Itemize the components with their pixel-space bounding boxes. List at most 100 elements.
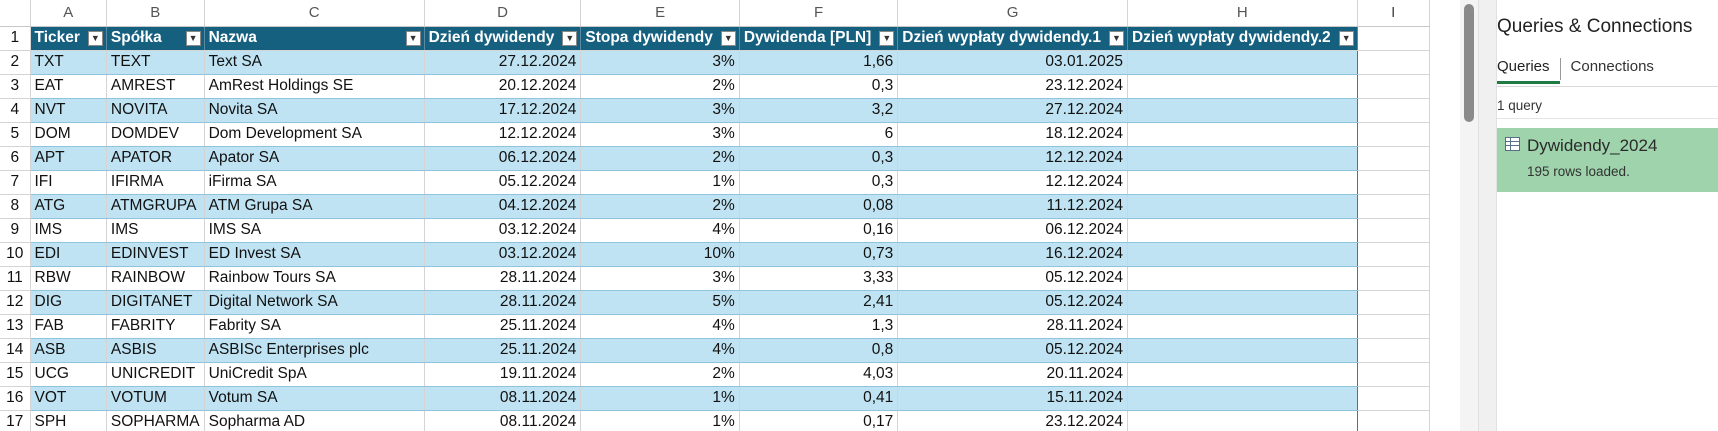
cell-spolka[interactable]: AMREST [106,74,205,99]
pane-splitter[interactable] [1478,0,1497,431]
cell-nazwa[interactable]: ATM Grupa SA [204,194,425,219]
cell-dzien[interactable]: 28.11.2024 [424,266,582,291]
cell-ticker[interactable]: APT [30,146,107,171]
cell-wyp2[interactable] [1127,146,1358,171]
scrollbar-thumb[interactable] [1464,4,1474,122]
cell-wyp2[interactable] [1127,386,1358,411]
empty-cell[interactable] [1357,170,1430,195]
cell-nazwa[interactable]: Text SA [204,50,425,75]
cell-dyw[interactable]: 3,33 [739,266,899,291]
filter-dropdown-icon[interactable]: ▼ [879,30,895,46]
cell-dzien[interactable]: 19.11.2024 [424,362,582,387]
row-number[interactable]: 15 [0,362,31,387]
cell-dyw[interactable]: 0,17 [739,410,899,431]
cell-dyw[interactable]: 1,3 [739,314,899,339]
column-header-g[interactable]: G [897,0,1128,27]
empty-cell[interactable] [1357,194,1430,219]
cell-stopa[interactable]: 10% [580,242,740,267]
empty-cell[interactable] [1357,338,1430,363]
cell-ticker[interactable]: NVT [30,98,107,123]
row-number[interactable]: 7 [0,170,31,195]
cell-wyp2[interactable] [1127,170,1358,195]
cell-dzien[interactable]: 03.12.2024 [424,242,582,267]
filter-dropdown-icon[interactable]: ▼ [720,30,736,46]
row-number[interactable]: 12 [0,290,31,315]
cell-nazwa[interactable]: Rainbow Tours SA [204,266,425,291]
column-header-c[interactable]: C [204,0,425,27]
cell-dzien[interactable]: 25.11.2024 [424,314,582,339]
cell-wyp2[interactable] [1127,74,1358,99]
cell-ticker[interactable]: IMS [30,218,107,243]
cell-dyw[interactable]: 0,8 [739,338,899,363]
row-number[interactable]: 10 [0,242,31,267]
table-header-cell[interactable]: Stopa dywidendy ▼ [580,26,740,51]
cell-nazwa[interactable]: IMS SA [204,218,425,243]
cell-spolka[interactable]: EDINVEST [106,242,205,267]
cell-dyw[interactable]: 0,3 [739,170,899,195]
empty-cell[interactable] [1357,242,1430,267]
cell-wyp1[interactable]: 03.01.2025 [897,50,1128,75]
cell-stopa[interactable]: 4% [580,314,740,339]
row-number[interactable]: 4 [0,98,31,123]
cell-spolka[interactable]: TEXT [106,50,205,75]
cell-nazwa[interactable]: ASBISc Enterprises plc [204,338,425,363]
cell-dzien[interactable]: 27.12.2024 [424,50,582,75]
cell-spolka[interactable]: SOPHARMA [106,410,205,431]
cell-dyw[interactable]: 0,41 [739,386,899,411]
row-number[interactable]: 6 [0,146,31,171]
cell-dzien[interactable]: 25.11.2024 [424,338,582,363]
cell-wyp1[interactable]: 20.11.2024 [897,362,1128,387]
cell-nazwa[interactable]: UniCredit SpA [204,362,425,387]
cell-dzien[interactable]: 08.11.2024 [424,386,582,411]
row-number[interactable]: 13 [0,314,31,339]
cell-spolka[interactable]: VOTUM [106,386,205,411]
cell-spolka[interactable]: DIGITANET [106,290,205,315]
column-header-h[interactable]: H [1127,0,1358,27]
empty-cell[interactable] [1357,26,1430,51]
tab-connections[interactable]: Connections [1570,58,1654,75]
row-number[interactable]: 9 [0,218,31,243]
cell-stopa[interactable]: 2% [580,362,740,387]
cell-wyp2[interactable] [1127,242,1358,267]
row-number[interactable]: 11 [0,266,31,291]
table-header-cell[interactable]: Dywidenda [PLN] ▼ [739,26,899,51]
cell-nazwa[interactable]: Votum SA [204,386,425,411]
cell-ticker[interactable]: SPH [30,410,107,431]
spreadsheet-grid[interactable]: A B C D E F G H I 1 Ticker ▼ Spółka ▼ Nazwa ▼ Dzień dywi… [0,0,1460,431]
empty-cell[interactable] [1357,266,1430,291]
cell-dzien[interactable]: 12.12.2024 [424,122,582,147]
cell-wyp1[interactable]: 15.11.2024 [897,386,1128,411]
cell-spolka[interactable]: IMS [106,218,205,243]
cell-wyp2[interactable] [1127,410,1358,431]
cell-ticker[interactable]: FAB [30,314,107,339]
filter-dropdown-icon[interactable]: ▼ [1338,30,1354,46]
cell-dzien[interactable]: 17.12.2024 [424,98,582,123]
cell-wyp2[interactable] [1127,194,1358,219]
cell-stopa[interactable]: 3% [580,98,740,123]
cell-dyw[interactable]: 4,03 [739,362,899,387]
cell-dzien[interactable]: 08.11.2024 [424,410,582,431]
cell-stopa[interactable]: 4% [580,338,740,363]
column-header-b[interactable]: B [106,0,205,27]
empty-cell[interactable] [1357,98,1430,123]
cell-dzien[interactable]: 06.12.2024 [424,146,582,171]
cell-nazwa[interactable]: Dom Development SA [204,122,425,147]
column-header-f[interactable]: F [739,0,899,27]
cell-wyp2[interactable] [1127,98,1358,123]
cell-wyp2[interactable] [1127,362,1358,387]
cell-ticker[interactable]: VOT [30,386,107,411]
cell-stopa[interactable]: 5% [580,290,740,315]
filter-dropdown-icon[interactable]: ▼ [562,30,578,46]
cell-wyp1[interactable]: 12.12.2024 [897,146,1128,171]
empty-cell[interactable] [1357,410,1430,431]
empty-cell[interactable] [1357,218,1430,243]
table-header-cell[interactable]: Spółka ▼ [106,26,205,51]
cell-ticker[interactable]: ASB [30,338,107,363]
column-header-d[interactable]: D [424,0,582,27]
cell-wyp2[interactable] [1127,314,1358,339]
cell-ticker[interactable]: UCG [30,362,107,387]
table-header-cell[interactable]: Nazwa ▼ [204,26,425,51]
table-header-cell[interactable]: Dzień wypłaty dywidendy.1 ▼ [897,26,1128,51]
cell-ticker[interactable]: RBW [30,266,107,291]
cell-ticker[interactable]: DIG [30,290,107,315]
